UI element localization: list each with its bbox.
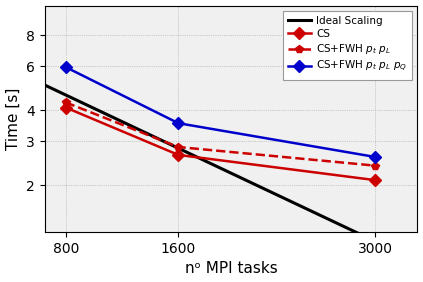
- CS: [63, 106, 69, 109]
- Line: CS+FWH $p_t$ $p_L$: CS+FWH $p_t$ $p_L$: [62, 98, 379, 170]
- CS: [373, 179, 378, 182]
- CS+FWH $p_t$ $p_L$ $p_Q$: [373, 155, 378, 159]
- Line: CS+FWH $p_t$ $p_L$ $p_Q$: CS+FWH $p_t$ $p_L$ $p_Q$: [62, 63, 379, 161]
- CS+FWH $p_t$ $p_L$: [176, 145, 181, 149]
- Y-axis label: Time [s]: Time [s]: [5, 88, 21, 150]
- CS+FWH $p_t$ $p_L$ $p_Q$: [63, 65, 69, 69]
- X-axis label: nᵒ MPI tasks: nᵒ MPI tasks: [185, 261, 277, 276]
- CS+FWH $p_t$ $p_L$ $p_Q$: [176, 122, 181, 125]
- CS+FWH $p_t$ $p_L$: [373, 164, 378, 167]
- CS: [176, 153, 181, 157]
- Line: CS: CS: [62, 103, 379, 184]
- Legend: Ideal Scaling, CS, CS+FWH $p_t$ $p_L$, CS+FWH $p_t$ $p_L$ $p_Q$: Ideal Scaling, CS, CS+FWH $p_t$ $p_L$, C…: [283, 11, 412, 80]
- CS+FWH $p_t$ $p_L$: [63, 101, 69, 104]
